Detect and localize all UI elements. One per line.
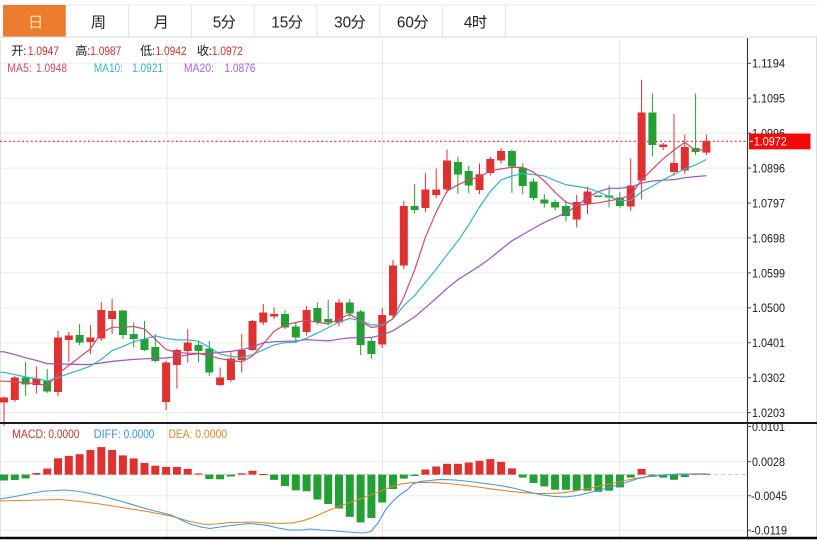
svg-text:1.0698: 1.0698 xyxy=(752,231,785,245)
svg-text:1.0500: 1.0500 xyxy=(752,301,785,315)
svg-text:1.0942: 1.0942 xyxy=(156,44,187,58)
svg-text:1.1194: 1.1194 xyxy=(752,57,785,71)
svg-text:0.0000: 0.0000 xyxy=(124,427,155,441)
svg-text:1.0987: 1.0987 xyxy=(90,44,121,58)
svg-text:1.0203: 1.0203 xyxy=(752,406,785,420)
svg-text:5: 5 xyxy=(213,14,222,31)
svg-text:1.0947: 1.0947 xyxy=(28,44,59,58)
svg-text:MA5:: MA5: xyxy=(7,61,32,75)
svg-text:1.0401: 1.0401 xyxy=(752,336,785,350)
svg-text:MA10:: MA10: xyxy=(94,61,123,75)
svg-text::: : xyxy=(209,44,212,58)
svg-text::: : xyxy=(87,44,90,58)
svg-text:30: 30 xyxy=(334,14,351,31)
svg-text:0.0101: 0.0101 xyxy=(752,420,785,434)
svg-text:1.0302: 1.0302 xyxy=(752,371,785,385)
svg-text:1.0896: 1.0896 xyxy=(752,162,785,176)
svg-text:-0.0119: -0.0119 xyxy=(751,524,787,538)
svg-text:0.0000: 0.0000 xyxy=(195,427,227,441)
svg-text:1.0972: 1.0972 xyxy=(754,135,787,149)
svg-text:1.0948: 1.0948 xyxy=(36,61,67,75)
svg-text:0.0028: 0.0028 xyxy=(752,455,785,469)
svg-text:15: 15 xyxy=(271,14,288,31)
svg-text:1.0797: 1.0797 xyxy=(752,196,785,210)
svg-text:1.0921: 1.0921 xyxy=(132,61,163,75)
svg-text:DEA:: DEA: xyxy=(169,427,193,441)
svg-text:0.0000: 0.0000 xyxy=(48,427,79,441)
svg-text::: : xyxy=(23,44,26,58)
svg-text:1.0599: 1.0599 xyxy=(752,266,785,280)
svg-text:MA20:: MA20: xyxy=(184,61,214,75)
svg-text::: : xyxy=(152,44,155,58)
svg-text:60: 60 xyxy=(397,14,414,31)
svg-text:MACD:: MACD: xyxy=(12,427,46,441)
svg-text:4: 4 xyxy=(464,14,473,31)
svg-text:1.0972: 1.0972 xyxy=(212,44,243,58)
svg-text:1.1095: 1.1095 xyxy=(752,92,785,106)
svg-text:DIFF:: DIFF: xyxy=(94,427,121,441)
svg-text:1.0876: 1.0876 xyxy=(224,61,255,75)
svg-text:-0.0045: -0.0045 xyxy=(751,489,787,503)
